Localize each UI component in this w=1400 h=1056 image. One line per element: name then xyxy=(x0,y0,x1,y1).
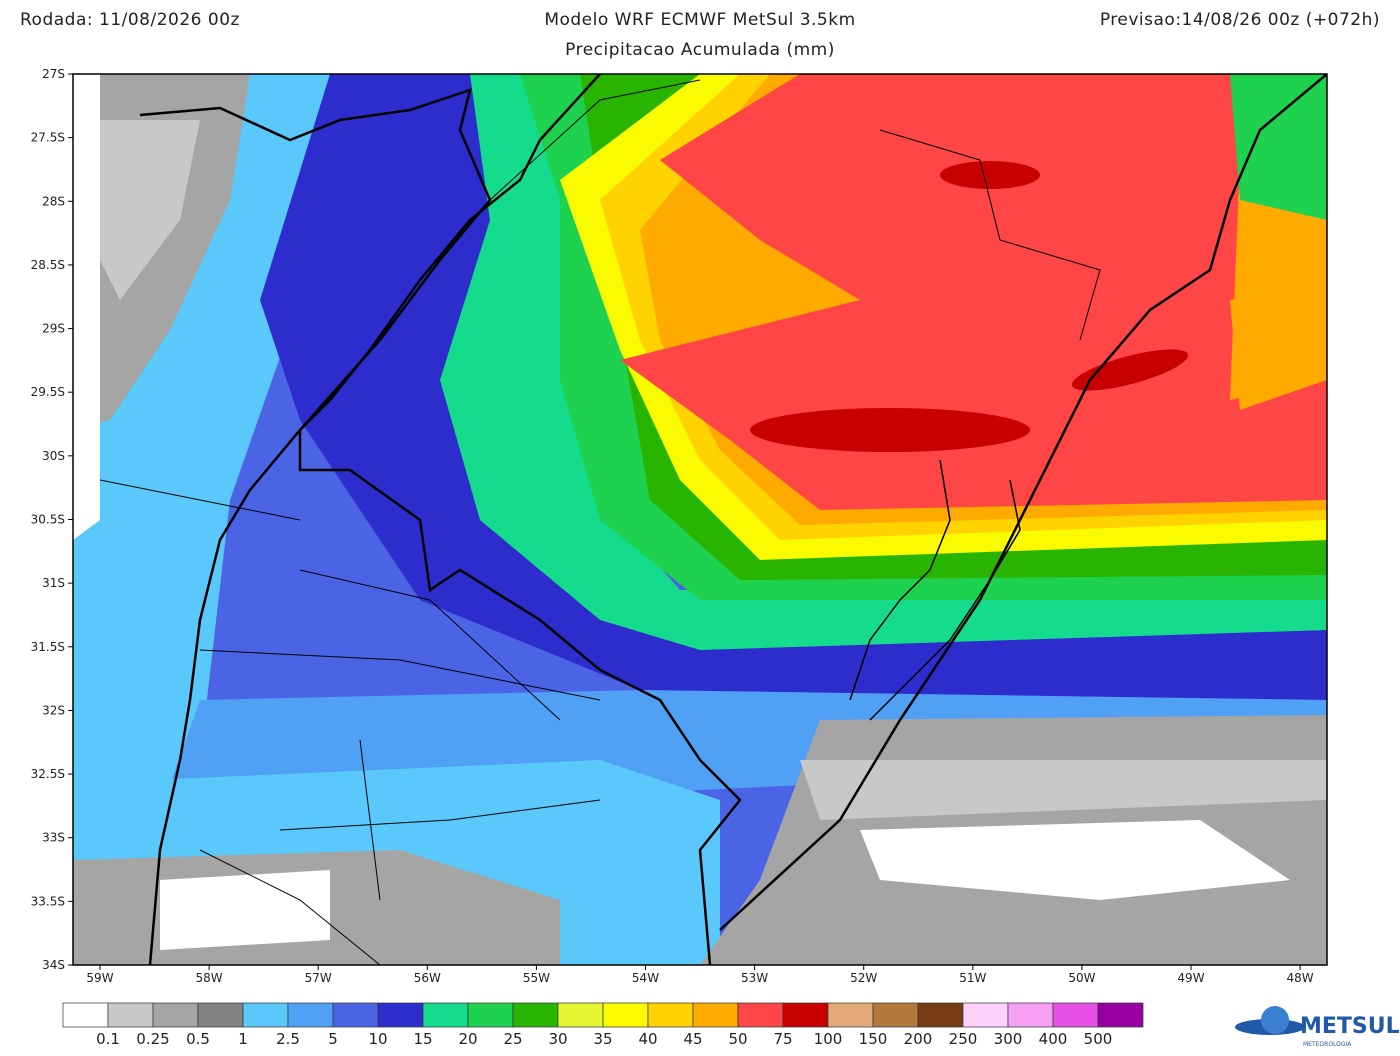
level-label: 1 xyxy=(238,1030,248,1048)
level-label: 30 xyxy=(548,1030,567,1048)
color-box xyxy=(737,1002,784,1028)
level-label: 0.5 xyxy=(186,1030,210,1048)
lon-label: 54W xyxy=(632,971,659,985)
lon-label: 49W xyxy=(1177,971,1204,985)
title: Modelo WRF ECMWF MetSul 3.5km xyxy=(544,10,855,30)
color-box xyxy=(467,1002,514,1028)
color-box xyxy=(1052,1002,1099,1028)
color-box xyxy=(62,1002,109,1028)
level-label: 250 xyxy=(949,1030,978,1048)
color-box xyxy=(827,1002,874,1028)
level-label: 45 xyxy=(683,1030,702,1048)
lon-label: 50W xyxy=(1068,971,1095,985)
color-box xyxy=(377,1002,424,1028)
color-box xyxy=(1097,1002,1144,1028)
level-label: 10 xyxy=(368,1030,387,1048)
level-label: 0.25 xyxy=(136,1030,169,1048)
logo-text: METSUL xyxy=(1300,1014,1400,1039)
level-label: 200 xyxy=(904,1030,933,1048)
color-box xyxy=(152,1002,199,1028)
level-label: 100 xyxy=(814,1030,843,1048)
color-box xyxy=(872,1002,919,1028)
forecast-time: Previsao:14/08/26 00z (+072h) xyxy=(1100,10,1380,30)
color-box xyxy=(692,1002,739,1028)
color-box xyxy=(1007,1002,1054,1028)
level-label: 40 xyxy=(638,1030,657,1048)
lat-label: 34S xyxy=(42,958,65,972)
level-label: 150 xyxy=(859,1030,888,1048)
color-box xyxy=(917,1002,964,1028)
color-box xyxy=(107,1002,154,1028)
level-label: 2.5 xyxy=(276,1030,300,1048)
color-box xyxy=(422,1002,469,1028)
color-box xyxy=(332,1002,379,1028)
level-label: 5 xyxy=(328,1030,338,1048)
level-label: 50 xyxy=(728,1030,747,1048)
level-label: 0.1 xyxy=(96,1030,120,1048)
level-label: 500 xyxy=(1084,1030,1113,1048)
lat-label: 30.5S xyxy=(31,513,65,527)
level-label: 75 xyxy=(773,1030,792,1048)
lat-label: 32.5S xyxy=(31,767,65,781)
lat-label: 29.5S xyxy=(31,385,65,399)
lat-label: 33.5S xyxy=(31,894,65,908)
lon-label: 48W xyxy=(1287,971,1314,985)
lon-label: 53W xyxy=(741,971,768,985)
lon-label: 56W xyxy=(414,971,441,985)
level-label: 35 xyxy=(593,1030,612,1048)
lat-label: 31S xyxy=(42,576,65,590)
lat-label: 27.5S xyxy=(31,131,65,145)
color-box xyxy=(287,1002,334,1028)
color-box xyxy=(962,1002,1009,1028)
run-time: Rodada: 11/08/2026 00z xyxy=(20,10,240,30)
lon-label: 55W xyxy=(523,971,550,985)
lat-label: 33S xyxy=(42,831,65,845)
color-box xyxy=(197,1002,244,1028)
level-label: 15 xyxy=(413,1030,432,1048)
color-box xyxy=(647,1002,694,1028)
lon-label: 58W xyxy=(196,971,223,985)
level-label: 300 xyxy=(994,1030,1023,1048)
level-label: 20 xyxy=(458,1030,477,1048)
logo: METSUL METEOROLOGIA xyxy=(1235,1006,1400,1048)
lat-label: 30S xyxy=(42,449,65,463)
lat-label: 28.5S xyxy=(31,258,65,272)
level-label: 25 xyxy=(503,1030,522,1048)
logo-subtext: METEOROLOGIA xyxy=(1303,1041,1352,1048)
boundaries xyxy=(99,74,1327,965)
precip-field xyxy=(73,74,1327,965)
lat-label: 29S xyxy=(42,322,65,336)
lon-label: 57W xyxy=(305,971,332,985)
color-box xyxy=(512,1002,559,1028)
color-box xyxy=(557,1002,604,1028)
lon-label: 59W xyxy=(86,971,113,985)
lat-label: 27S xyxy=(42,67,65,81)
lon-label: 51W xyxy=(959,971,986,985)
lat-label: 32S xyxy=(42,703,65,717)
lat-label: 31.5S xyxy=(31,640,65,654)
color-box xyxy=(602,1002,649,1028)
lat-label: 28S xyxy=(42,194,65,208)
subtitle: Precipitacao Acumulada (mm) xyxy=(565,40,835,60)
lon-label: 52W xyxy=(850,971,877,985)
color-box xyxy=(242,1002,289,1028)
color-box xyxy=(782,1002,829,1028)
level-label: 400 xyxy=(1039,1030,1068,1048)
